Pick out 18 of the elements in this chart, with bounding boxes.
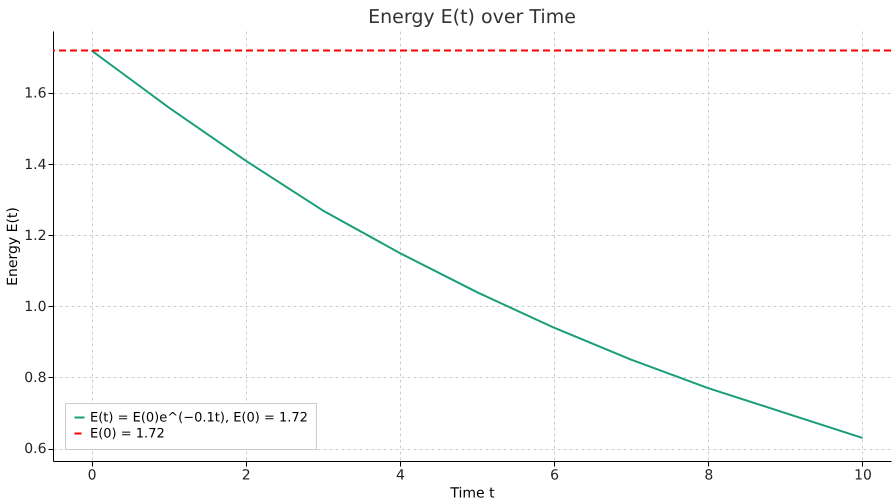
y-tick-label: 1.6 — [24, 86, 47, 102]
y-tick-label: 1.4 — [24, 156, 47, 173]
y-tick-label: 1.2 — [24, 228, 46, 244]
x-tick-label: 6 — [550, 468, 560, 484]
x-tick-label: 4 — [396, 468, 405, 484]
x-tick-label: 8 — [704, 468, 714, 484]
legend-label: E(0) = 1.72 — [90, 426, 165, 442]
y-axis-title: Energy E(t) — [5, 207, 22, 286]
line-series — [90, 50, 864, 439]
legend-label: E(t) = E(0)e^(−0.1t), E(0) = 1.72 — [90, 410, 308, 426]
chart-title: Energy E(t) over Time — [368, 6, 576, 28]
y-tick-label: 0.6 — [24, 441, 47, 458]
x-tick-label: 2 — [242, 468, 251, 484]
x-axis-title: Time t — [449, 486, 496, 502]
y-tick-label: 1.0 — [24, 298, 46, 315]
x-tick-label: 0 — [88, 468, 97, 484]
y-tick-label: 0.8 — [24, 370, 46, 386]
x-tick-label: 10 — [854, 468, 872, 484]
